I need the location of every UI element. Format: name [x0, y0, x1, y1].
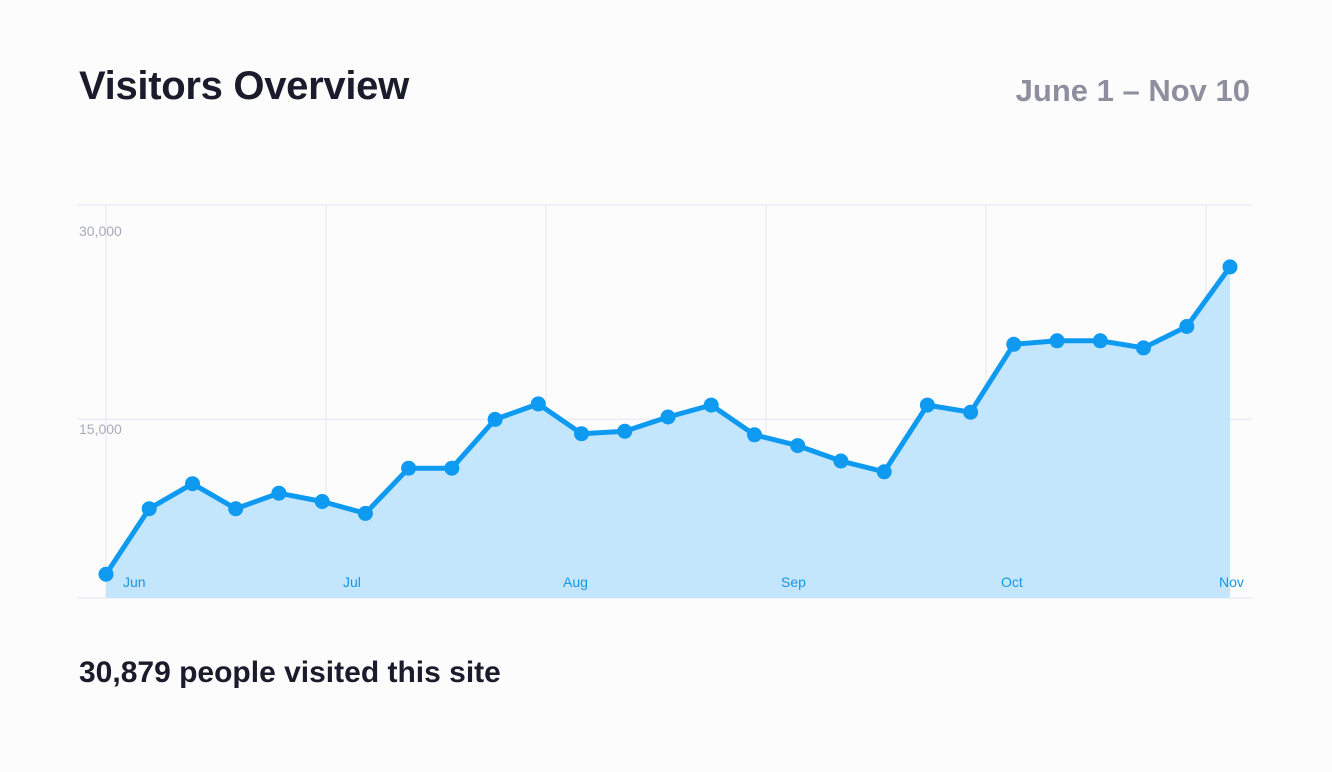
data-point — [617, 423, 633, 439]
x-tick-label: Jul — [343, 574, 361, 590]
data-point — [963, 404, 979, 420]
data-point — [487, 411, 503, 427]
data-point — [530, 396, 546, 412]
data-point — [1092, 333, 1108, 349]
data-point — [228, 501, 244, 517]
date-range-label: June 1 – Nov 10 — [1015, 73, 1250, 108]
data-point — [1006, 336, 1022, 352]
data-point — [357, 505, 373, 521]
data-point — [790, 438, 806, 454]
visitor-summary: 30,879 people visited this site — [79, 656, 501, 689]
data-point — [1222, 259, 1238, 275]
y-tick-label: 15,000 — [79, 421, 122, 437]
data-point — [703, 397, 719, 413]
data-point — [271, 485, 287, 501]
chart-title: Visitors Overview — [79, 64, 409, 108]
series-area-fill — [106, 266, 1230, 598]
y-axis-ticks: 15,000 30,000 — [79, 223, 122, 437]
data-point — [876, 464, 892, 480]
data-point — [833, 453, 849, 469]
x-tick-label: Oct — [1001, 574, 1023, 590]
data-point — [98, 566, 114, 582]
data-point — [1179, 319, 1195, 334]
data-point — [1136, 340, 1151, 356]
chart-points-layer — [98, 259, 1238, 582]
y-tick-label: 30,000 — [79, 223, 122, 239]
x-tick-label: Jun — [123, 574, 146, 590]
data-point — [660, 409, 676, 425]
x-tick-label: Sep — [781, 574, 806, 590]
data-point — [185, 476, 200, 492]
data-point — [747, 427, 762, 443]
data-point — [401, 460, 417, 476]
data-point — [919, 397, 935, 413]
data-point — [444, 460, 460, 476]
chart-area-layer — [106, 266, 1230, 598]
x-axis-ticks: Jun Jul Aug Sep Oct Nov — [123, 574, 1244, 590]
data-point — [141, 501, 157, 517]
data-point — [1049, 333, 1065, 349]
x-tick-label: Aug — [563, 574, 588, 590]
data-point — [574, 426, 589, 442]
data-point — [314, 494, 330, 509]
x-tick-label: Nov — [1219, 574, 1244, 590]
